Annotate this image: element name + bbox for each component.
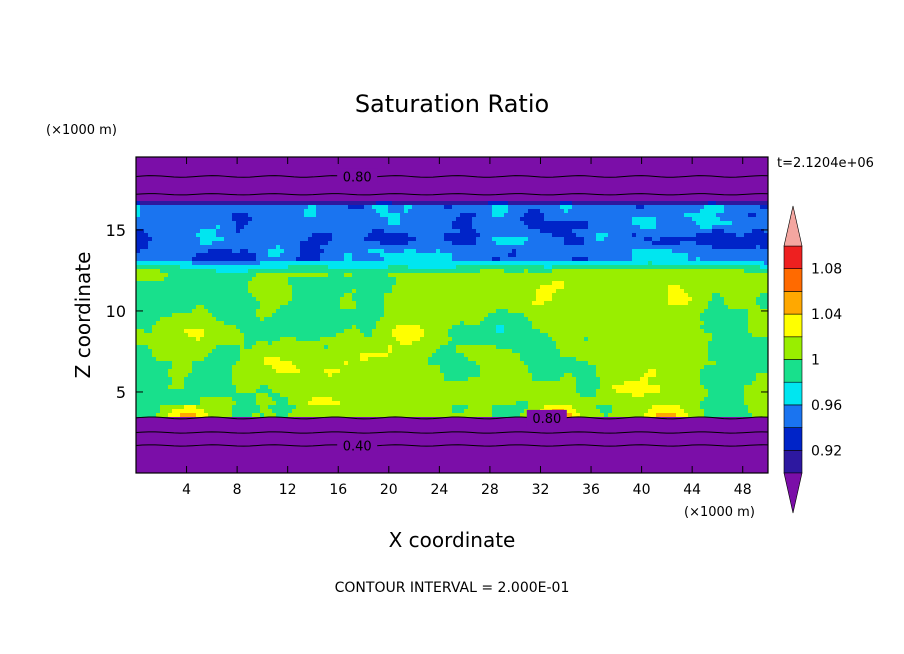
colorbar-box — [783, 359, 803, 383]
plot-frame — [135, 156, 769, 474]
x-tick-label: 4 — [182, 482, 191, 498]
colorbar-box — [783, 268, 803, 292]
colorbar-box — [783, 336, 803, 360]
x-tick-label: 16 — [329, 482, 347, 498]
x-axis-unit: (×1000 m) — [684, 505, 755, 520]
colorbar-bottom-triangle — [783, 472, 803, 514]
contour-field — [136, 157, 768, 473]
colorbar-label: 1.04 — [811, 307, 842, 323]
x-tick-label: 36 — [582, 482, 600, 498]
contour-line — [136, 431, 768, 434]
colorbar-label: 0.96 — [811, 398, 842, 414]
x-tick-label: 24 — [430, 482, 448, 498]
contour-line — [136, 193, 768, 196]
y-tick-label: 10 — [106, 302, 126, 321]
contour-label: 0.40 — [343, 439, 372, 454]
contour-lines: 0.80 0.80 0.40 — [136, 168, 768, 454]
colorbar-box — [783, 245, 803, 270]
contour-label: 0.80 — [532, 412, 561, 427]
x-tick-label: 28 — [481, 482, 499, 498]
y-axis-label: Z coordinate — [71, 252, 95, 379]
colorbar-label: 1.08 — [811, 262, 842, 278]
x-tick-label: 8 — [233, 482, 242, 498]
x-tick-label: 44 — [683, 482, 701, 498]
colorbar-box — [783, 427, 803, 451]
colorbar-box — [783, 404, 803, 428]
contour-line — [136, 444, 768, 447]
y-tick-label: 15 — [106, 221, 126, 240]
x-tick-label: 48 — [734, 482, 752, 498]
x-tick-label: 40 — [633, 482, 651, 498]
x-tick-label: 32 — [532, 482, 550, 498]
contour-line — [136, 416, 768, 420]
colorbar-box — [783, 449, 803, 474]
y-tick-label: 5 — [116, 383, 126, 402]
colorbar-label: 1 — [811, 353, 820, 369]
contour-line — [136, 175, 768, 178]
colorbar-top-triangle — [783, 205, 803, 247]
colorbar-box — [783, 291, 803, 315]
colorbar-label: 0.92 — [811, 443, 842, 459]
time-label: t=2.1204e+06 — [777, 156, 874, 171]
x-tick-label: 12 — [279, 482, 297, 498]
x-axis-label: X coordinate — [389, 528, 516, 552]
colorbar: 0.92 0.96 1 1.04 1.08 — [783, 205, 842, 514]
colorbar-box — [783, 381, 803, 406]
colorbar-box — [783, 313, 803, 338]
x-tick-label: 20 — [380, 482, 398, 498]
y-axis-unit: (×1000 m) — [46, 123, 117, 138]
chart-title: Saturation Ratio — [355, 90, 549, 118]
y-axis: 5 10 15 — [106, 221, 768, 402]
x-axis: 4 8 12 16 20 24 28 32 36 40 44 48 — [182, 157, 752, 498]
contour-interval-note: CONTOUR INTERVAL = 2.000E-01 — [335, 580, 570, 596]
contour-label: 0.80 — [343, 170, 372, 185]
